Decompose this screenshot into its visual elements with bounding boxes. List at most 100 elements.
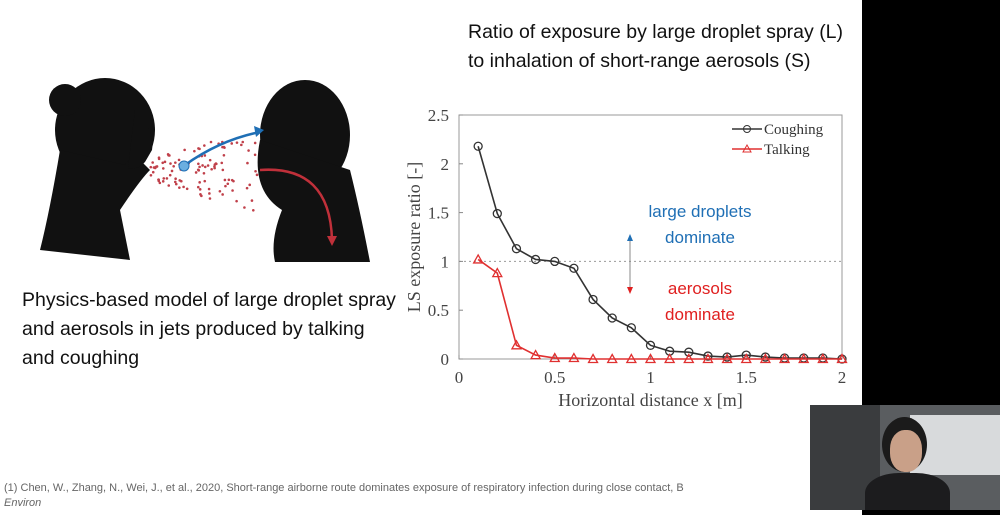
droplet-dot: [208, 158, 212, 162]
droplet-dot: [194, 171, 198, 174]
y-tick-label: 2.5: [428, 106, 449, 125]
droplet-dot: [246, 161, 249, 165]
data-point-coughing: [473, 141, 483, 151]
droplet-dot: [149, 173, 153, 177]
droplet-dot: [208, 197, 212, 200]
data-point-coughing: [760, 352, 771, 362]
data-point-coughing: [492, 208, 502, 219]
data-point-talking: [817, 353, 829, 364]
droplet-dot: [170, 169, 174, 173]
x-tick-label: 0: [455, 368, 464, 387]
droplet-dot: [248, 183, 252, 187]
slide: Ratio of exposure by large droplet spray…: [0, 0, 862, 515]
droplet-dot: [230, 142, 234, 145]
droplet-dot: [214, 162, 218, 165]
data-point-talking: [625, 353, 637, 364]
droplet-dot: [203, 165, 207, 169]
droplet-dot: [247, 149, 250, 152]
droplet-dot: [157, 157, 161, 161]
droplet-dot: [183, 148, 186, 152]
droplet-dot: [198, 188, 202, 191]
droplet-dot: [196, 185, 200, 189]
droplet-dot: [166, 152, 170, 156]
droplet-dot: [207, 187, 211, 191]
droplet-dot: [178, 186, 181, 189]
y-tick-label: 1: [441, 252, 450, 271]
droplet-dot: [226, 182, 230, 186]
droplet-dot: [243, 206, 246, 209]
data-point-talking: [549, 352, 561, 363]
droplet-dot: [203, 179, 207, 183]
data-point-talking: [778, 353, 791, 364]
data-point-talking: [587, 353, 599, 364]
legend-label-talking: Talking: [764, 142, 810, 158]
droplet-dot: [252, 208, 255, 212]
droplet-cloud: [149, 140, 259, 212]
droplet-dot: [161, 167, 165, 170]
droplet-dot: [201, 164, 204, 167]
data-point-talking: [759, 353, 772, 364]
legend-label-coughing: Coughing: [764, 122, 824, 138]
droplet-dot: [174, 182, 178, 186]
data-point-talking: [472, 253, 484, 264]
annotation-large-droplets: large droplets: [648, 202, 751, 221]
droplet-dot: [163, 160, 167, 164]
data-point-talking: [702, 353, 714, 364]
legend-marker: [742, 143, 752, 153]
droplet-dot: [173, 180, 177, 184]
data-point-talking: [740, 353, 752, 364]
droplet-dot: [253, 153, 257, 157]
data-point-talking: [683, 353, 695, 364]
droplet-dot: [245, 186, 249, 190]
data-point-talking: [721, 353, 733, 364]
y-tick-label: 2: [441, 155, 450, 174]
data-point-coughing: [588, 294, 598, 305]
droplet-dot: [230, 178, 234, 182]
droplet-dot: [178, 179, 182, 182]
droplet-dot: [253, 141, 257, 145]
droplet-dot: [250, 199, 254, 202]
data-point-coughing: [511, 244, 522, 254]
data-point-coughing: [703, 351, 713, 361]
droplet-dot: [196, 168, 200, 172]
droplet-dot: [206, 164, 210, 167]
droplet-dot: [168, 173, 172, 177]
droplet-dot: [158, 181, 162, 185]
data-point-coughing: [645, 340, 656, 350]
data-point-coughing: [530, 254, 541, 265]
droplet-dot: [182, 185, 185, 189]
webcam-video-thumbnail: [810, 405, 1000, 510]
droplet-dot: [208, 192, 211, 195]
up-arrow-icon: [627, 234, 633, 241]
data-point-talking: [491, 267, 503, 278]
x-tick-label: 1.5: [736, 368, 757, 387]
droplet-dot: [231, 189, 234, 192]
droplet-dot: [227, 178, 231, 182]
chart-title: Ratio of exposure by large droplet spray…: [468, 21, 844, 72]
droplet-dot: [162, 177, 166, 180]
droplet-dot: [221, 145, 224, 149]
data-point-talking: [568, 352, 580, 363]
droplet-dot: [151, 161, 154, 164]
aerosol-arrow: [259, 168, 334, 241]
exposure-ratio-chart: 0 0.5 1 1.5 2 0 0.5 1 1.5 2 2.5 Horizontal distance…: [404, 106, 848, 410]
droplet-dot: [161, 161, 165, 165]
data-point-talking: [510, 339, 523, 350]
droplet-dot: [218, 189, 222, 193]
annotation-large-droplets: dominate: [665, 228, 735, 247]
x-tick-label: 2: [838, 368, 847, 387]
y-tick-label: 1.5: [428, 204, 449, 223]
reference-journal: Environ: [4, 497, 42, 509]
data-point-talking: [664, 353, 676, 364]
down-arrow-icon: [627, 287, 633, 294]
data-point-coughing: [684, 347, 694, 357]
y-axis-label: LS exposure ratio [-]: [404, 162, 424, 312]
droplet-dot: [202, 172, 206, 175]
droplet-dot: [255, 173, 259, 177]
x-axis-label: Horizontal distance x [m]: [558, 390, 742, 410]
droplet-dot: [235, 141, 239, 144]
droplet-dot: [223, 178, 227, 182]
droplet-dot: [193, 149, 196, 153]
data-point-talking: [644, 353, 657, 364]
annotation-aerosols: aerosols: [668, 279, 732, 298]
